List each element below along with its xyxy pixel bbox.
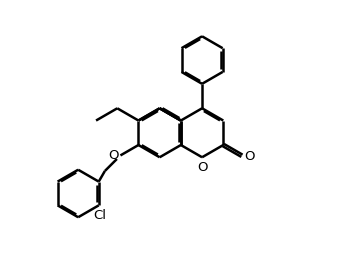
Text: O: O xyxy=(198,161,208,174)
Text: Cl: Cl xyxy=(93,209,107,222)
Text: O: O xyxy=(108,149,118,162)
Text: O: O xyxy=(244,150,255,163)
